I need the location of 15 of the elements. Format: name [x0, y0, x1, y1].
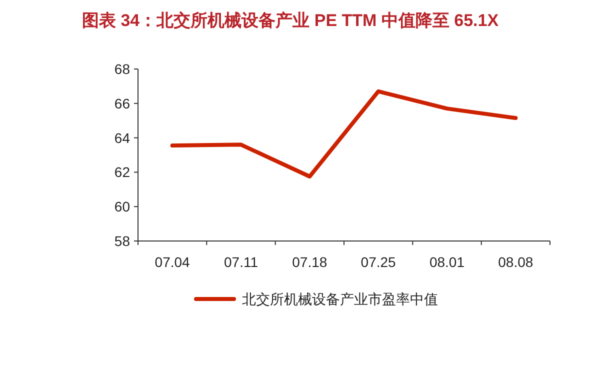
- y-tick-label: 68: [114, 61, 130, 77]
- y-tick-label: 58: [114, 233, 130, 249]
- line-series: [170, 89, 518, 178]
- x-tick-label: 08.01: [429, 254, 465, 270]
- chart-title: 图表 34：北交所机械设备产业 PE TTM 中值降至 65.1X: [82, 11, 500, 30]
- x-tick-label: 07.04: [154, 254, 190, 270]
- x-tick-label: 07.25: [360, 254, 396, 270]
- x-tick-label: 08.08: [498, 254, 534, 270]
- y-tick-label: 60: [114, 198, 130, 215]
- legend-label: 北交所机械设备产业市盈率中值: [242, 291, 438, 307]
- y-tick-label: 62: [114, 164, 130, 180]
- y-tick-label: 66: [114, 95, 130, 112]
- x-tick-label: 07.18: [292, 254, 328, 270]
- y-tick-label: 64: [114, 130, 130, 146]
- x-tick-label: 07.11: [224, 254, 258, 270]
